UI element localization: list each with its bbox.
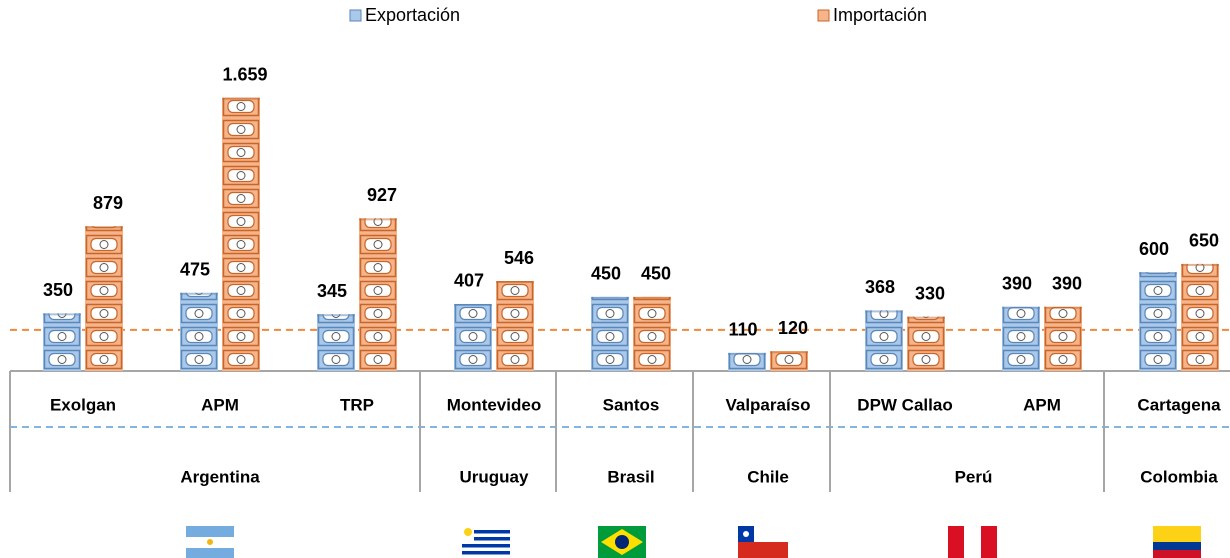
bar bbox=[317, 314, 355, 371]
value-label: 407 bbox=[454, 271, 484, 291]
bar bbox=[43, 313, 81, 371]
bar bbox=[865, 310, 903, 371]
value-label: 120 bbox=[778, 318, 808, 338]
bar-top bbox=[770, 351, 808, 354]
bar bbox=[907, 316, 945, 371]
bar bbox=[180, 292, 218, 371]
value-label: 650 bbox=[1189, 231, 1219, 251]
value-label: 450 bbox=[641, 264, 671, 284]
bar bbox=[85, 226, 123, 371]
flag-argentina bbox=[186, 526, 234, 558]
separators bbox=[9, 371, 1105, 492]
group-label: Chile bbox=[747, 467, 789, 486]
value-label: 345 bbox=[317, 281, 347, 301]
category-label: Santos bbox=[603, 395, 660, 414]
group-label: Perú bbox=[955, 467, 993, 486]
bar-top bbox=[728, 352, 766, 355]
flag-uruguay bbox=[462, 526, 510, 558]
category-label: Cartagena bbox=[1137, 395, 1221, 414]
bar-top bbox=[454, 303, 492, 306]
value-label: 330 bbox=[915, 283, 945, 303]
value-label: 390 bbox=[1052, 274, 1082, 294]
bar-top bbox=[1181, 263, 1219, 266]
group-label: Brasil bbox=[607, 467, 654, 486]
bar-top bbox=[317, 314, 355, 317]
bar bbox=[454, 303, 492, 371]
bar-top bbox=[1002, 306, 1040, 309]
bar bbox=[1044, 306, 1082, 371]
value-label: 475 bbox=[180, 260, 210, 280]
bar-top bbox=[907, 316, 945, 319]
flag-colombia bbox=[1153, 526, 1201, 558]
bar-top bbox=[180, 292, 218, 295]
bar bbox=[1181, 263, 1219, 371]
bar-top bbox=[591, 296, 629, 299]
flag-peru bbox=[948, 526, 997, 558]
flag-chile bbox=[738, 526, 788, 558]
value-label: 110 bbox=[728, 320, 757, 340]
value-label: 879 bbox=[93, 193, 123, 213]
bar-top bbox=[222, 97, 260, 100]
bar-top bbox=[496, 281, 534, 284]
bar-top bbox=[1044, 306, 1082, 309]
flag-brasil bbox=[598, 526, 646, 558]
bar bbox=[1139, 272, 1177, 371]
bar-top bbox=[633, 296, 671, 299]
legend-swatch bbox=[349, 9, 362, 22]
bar-top bbox=[359, 218, 397, 221]
bar bbox=[1002, 306, 1040, 371]
group-label: Argentina bbox=[180, 467, 260, 486]
bar-top bbox=[43, 313, 81, 316]
bar bbox=[359, 218, 397, 371]
category-label: APM bbox=[1023, 395, 1061, 414]
bar bbox=[728, 352, 766, 371]
value-label: 450 bbox=[591, 264, 621, 284]
category-label: Exolgan bbox=[50, 395, 116, 414]
bar-top bbox=[865, 310, 903, 313]
legend-label: Importación bbox=[833, 5, 927, 25]
bar bbox=[591, 296, 629, 371]
value-label: 350 bbox=[43, 280, 73, 300]
value-label: 600 bbox=[1139, 239, 1169, 259]
category-label: TRP bbox=[340, 395, 374, 414]
bar bbox=[496, 281, 534, 371]
category-label: DPW Callao bbox=[857, 395, 952, 414]
group-label: Uruguay bbox=[460, 467, 530, 486]
legend-swatch bbox=[817, 9, 830, 22]
legend-label: Exportación bbox=[365, 5, 460, 25]
category-label: Montevideo bbox=[447, 395, 541, 414]
value-label: 546 bbox=[504, 248, 534, 268]
bar bbox=[633, 296, 671, 371]
value-label: 390 bbox=[1002, 274, 1032, 294]
bar-top bbox=[85, 226, 123, 229]
bar bbox=[222, 97, 260, 372]
value-label: 1.659 bbox=[222, 65, 267, 85]
value-label: 927 bbox=[367, 185, 397, 205]
category-label: Valparaíso bbox=[725, 395, 810, 414]
bar-top bbox=[1139, 272, 1177, 275]
category-label: APM bbox=[201, 395, 239, 414]
bar bbox=[770, 351, 808, 371]
value-label: 368 bbox=[865, 277, 895, 297]
group-label: Colombia bbox=[1140, 467, 1218, 486]
